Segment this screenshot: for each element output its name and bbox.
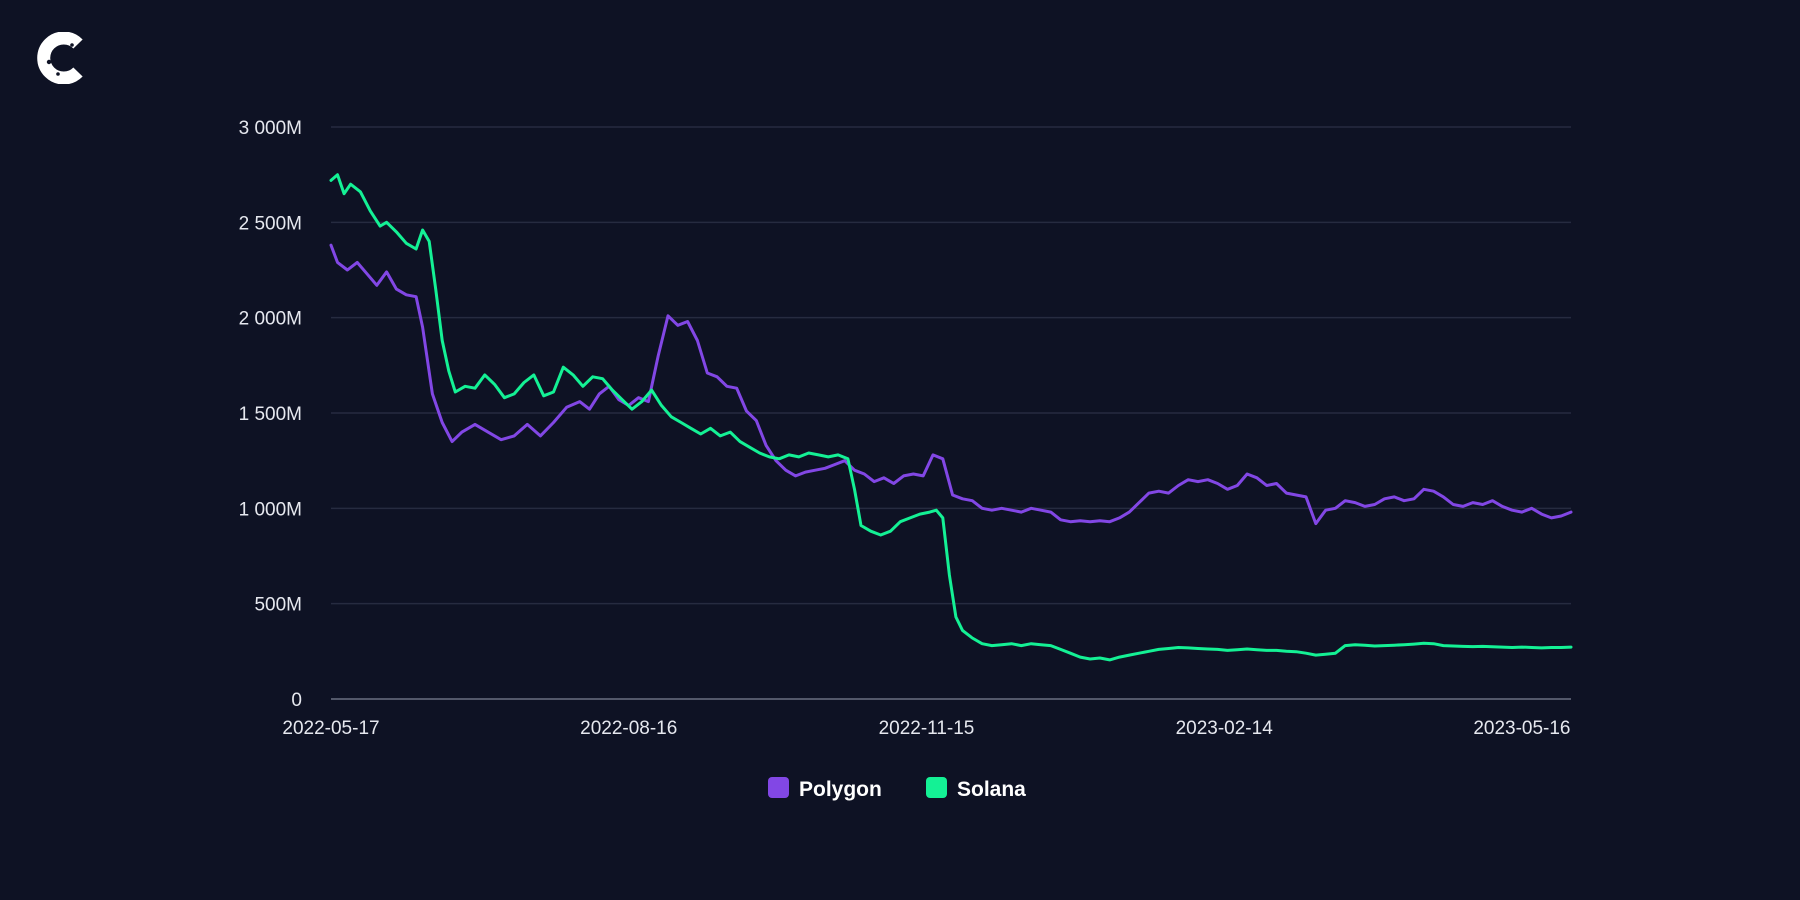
series-lines (329, 173, 1573, 662)
c-logo-icon (34, 31, 88, 85)
legend-label-solana: Solana (957, 778, 1026, 801)
series-line-solana (329, 173, 1573, 662)
legend-swatch-solana (926, 777, 947, 798)
y-axis-ticks: 0 500M 1 000M 1 500M 2 000M 2 500M 3 000M (239, 118, 302, 711)
y-tick-label: 2 500M (239, 213, 302, 234)
legend-swatch-polygon (768, 777, 789, 798)
y-tick-label: 0 (291, 690, 302, 711)
x-tick-label: 2023-05-16 (1473, 718, 1570, 739)
series-line-polygon (329, 243, 1573, 526)
legend: Polygon Solana (768, 777, 1026, 801)
y-tick-label: 1 500M (239, 404, 302, 425)
y-tick-label: 1 000M (239, 499, 302, 520)
legend-label-polygon: Polygon (799, 778, 882, 801)
y-tick-label: 3 000M (239, 118, 302, 139)
x-tick-label: 2022-11-15 (879, 718, 975, 739)
x-tick-label: 2022-05-17 (282, 718, 379, 739)
gridlines (331, 126, 1571, 700)
x-tick-label: 2022-08-16 (580, 718, 677, 739)
y-tick-label: 2 000M (239, 309, 302, 330)
x-tick-label: 2023-02-14 (1176, 718, 1274, 739)
x-axis-ticks: 2022-05-17 2022-08-16 2022-11-15 2023-02-14… (282, 718, 1570, 739)
y-tick-label: 500M (254, 595, 302, 616)
